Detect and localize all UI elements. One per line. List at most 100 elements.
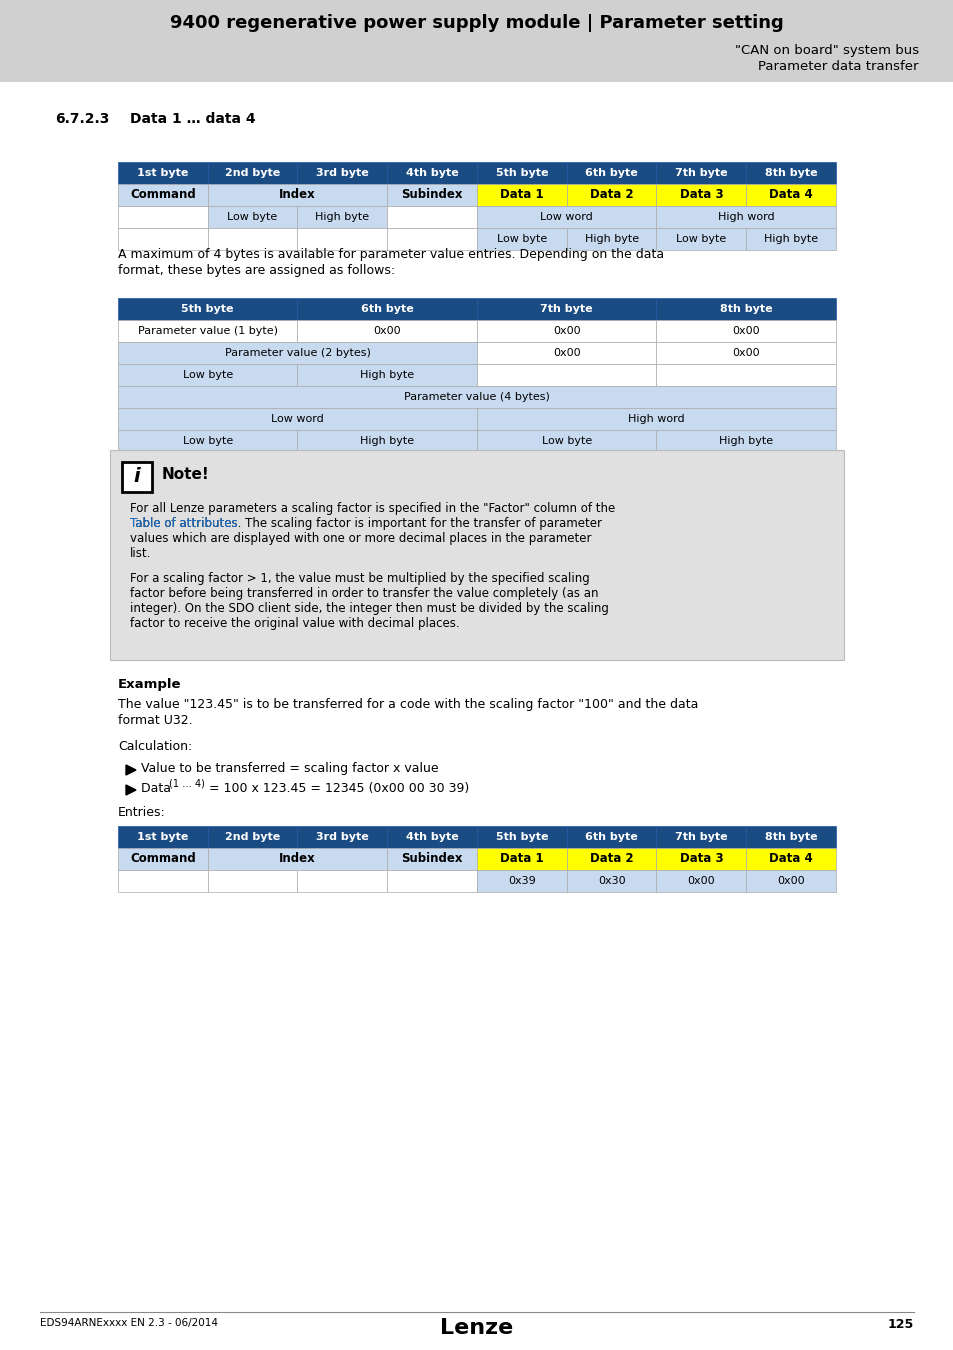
Text: 7th byte: 7th byte — [675, 832, 727, 842]
Bar — [656, 228, 745, 250]
Bar — [656, 826, 745, 848]
Polygon shape — [126, 784, 136, 795]
Text: For a scaling factor > 1, the value must be multiplied by the specified scaling: For a scaling factor > 1, the value must… — [130, 572, 589, 585]
Text: Low byte: Low byte — [676, 234, 726, 244]
Bar — [566, 184, 656, 207]
Bar — [476, 826, 566, 848]
Text: Parameter data transfer: Parameter data transfer — [758, 59, 918, 73]
Bar — [387, 184, 476, 207]
Bar — [656, 848, 745, 869]
Bar — [387, 848, 476, 869]
Bar — [656, 869, 745, 892]
Text: format U32.: format U32. — [118, 714, 193, 728]
Text: Subindex: Subindex — [401, 189, 462, 201]
Text: Index: Index — [279, 189, 315, 201]
Bar — [297, 320, 476, 342]
Bar — [208, 162, 297, 184]
Bar — [118, 298, 297, 320]
Text: High byte: High byte — [763, 234, 818, 244]
Text: A maximum of 4 bytes is available for parameter value entries. Depending on the : A maximum of 4 bytes is available for pa… — [118, 248, 663, 261]
Text: 9400 regenerative power supply module | Parameter setting: 9400 regenerative power supply module | … — [170, 14, 783, 32]
Text: Data 4: Data 4 — [768, 189, 812, 201]
Text: Parameter value (4 bytes): Parameter value (4 bytes) — [404, 392, 549, 402]
Text: Subindex: Subindex — [401, 852, 462, 865]
Text: EDS94ARNExxxx EN 2.3 - 06/2014: EDS94ARNExxxx EN 2.3 - 06/2014 — [40, 1318, 218, 1328]
Bar — [566, 848, 656, 869]
Text: factor to receive the original value with decimal places.: factor to receive the original value wit… — [130, 617, 459, 630]
Bar — [745, 162, 835, 184]
Bar — [297, 228, 387, 250]
Text: "CAN on board" system bus: "CAN on board" system bus — [734, 45, 918, 57]
Text: 0x00: 0x00 — [732, 348, 760, 358]
Text: High byte: High byte — [584, 234, 638, 244]
Text: 1st byte: 1st byte — [137, 832, 189, 842]
Bar — [297, 298, 476, 320]
Text: i: i — [133, 467, 140, 486]
Bar — [745, 869, 835, 892]
Text: 0x00: 0x00 — [553, 325, 580, 336]
Text: Example: Example — [118, 678, 181, 691]
Bar — [476, 207, 656, 228]
Text: Table of attributes: Table of attributes — [130, 517, 237, 531]
Bar — [118, 408, 476, 431]
Text: High byte: High byte — [360, 370, 414, 379]
Text: 8th byte: 8th byte — [720, 304, 772, 315]
Text: Command: Command — [130, 852, 195, 865]
Text: 0x30: 0x30 — [598, 876, 625, 886]
Text: 1st byte: 1st byte — [137, 167, 189, 178]
Text: Data 4: Data 4 — [768, 852, 812, 865]
Text: 4th byte: 4th byte — [405, 832, 458, 842]
Text: Index: Index — [279, 852, 315, 865]
Text: The value "123.45" is to be transferred for a code with the scaling factor "100": The value "123.45" is to be transferred … — [118, 698, 698, 711]
Bar — [566, 162, 656, 184]
Text: Data 3: Data 3 — [679, 189, 722, 201]
Bar — [476, 364, 656, 386]
Bar — [476, 342, 656, 365]
Text: 0x00: 0x00 — [373, 325, 400, 336]
Text: Low byte: Low byte — [541, 436, 591, 446]
Bar — [387, 207, 476, 228]
Text: Data 3: Data 3 — [679, 852, 722, 865]
Text: 3rd byte: 3rd byte — [315, 832, 369, 842]
Text: High byte: High byte — [315, 212, 369, 221]
Bar — [476, 408, 835, 431]
Text: Low byte: Low byte — [182, 370, 233, 379]
Bar — [118, 869, 208, 892]
Bar — [745, 826, 835, 848]
Bar — [110, 450, 843, 660]
Bar — [745, 228, 835, 250]
Text: 0x00: 0x00 — [732, 325, 760, 336]
Text: High byte: High byte — [719, 436, 773, 446]
Bar — [476, 298, 656, 320]
Text: Lenze: Lenze — [440, 1318, 513, 1338]
Text: 5th byte: 5th byte — [496, 167, 548, 178]
Bar — [387, 869, 476, 892]
Text: 2nd byte: 2nd byte — [225, 167, 280, 178]
Text: 125: 125 — [887, 1318, 913, 1331]
Bar — [656, 207, 835, 228]
Text: Data: Data — [141, 782, 174, 795]
Text: 0x00: 0x00 — [553, 348, 580, 358]
Text: (1 … 4): (1 … 4) — [169, 779, 205, 788]
Text: Data 1: Data 1 — [499, 852, 543, 865]
Bar — [118, 207, 208, 228]
Text: Table of attributes. The scaling factor is important for the transfer of paramet: Table of attributes. The scaling factor … — [130, 517, 601, 531]
Bar — [387, 162, 476, 184]
Bar — [656, 364, 835, 386]
Text: 4th byte: 4th byte — [405, 167, 458, 178]
Text: 5th byte: 5th byte — [496, 832, 548, 842]
Bar — [208, 228, 297, 250]
Text: Entries:: Entries: — [118, 806, 166, 819]
Text: 6th byte: 6th byte — [360, 304, 414, 315]
Text: 0x00: 0x00 — [687, 876, 715, 886]
Text: High word: High word — [718, 212, 774, 221]
Bar — [656, 431, 835, 452]
Text: For all Lenze parameters a scaling factor is specified in the "Factor" column of: For all Lenze parameters a scaling facto… — [130, 502, 615, 514]
Bar — [476, 162, 566, 184]
Bar — [118, 228, 208, 250]
Bar — [656, 162, 745, 184]
Text: 2nd byte: 2nd byte — [225, 832, 280, 842]
Bar — [476, 431, 656, 452]
Bar — [118, 184, 208, 207]
Bar — [118, 320, 297, 342]
